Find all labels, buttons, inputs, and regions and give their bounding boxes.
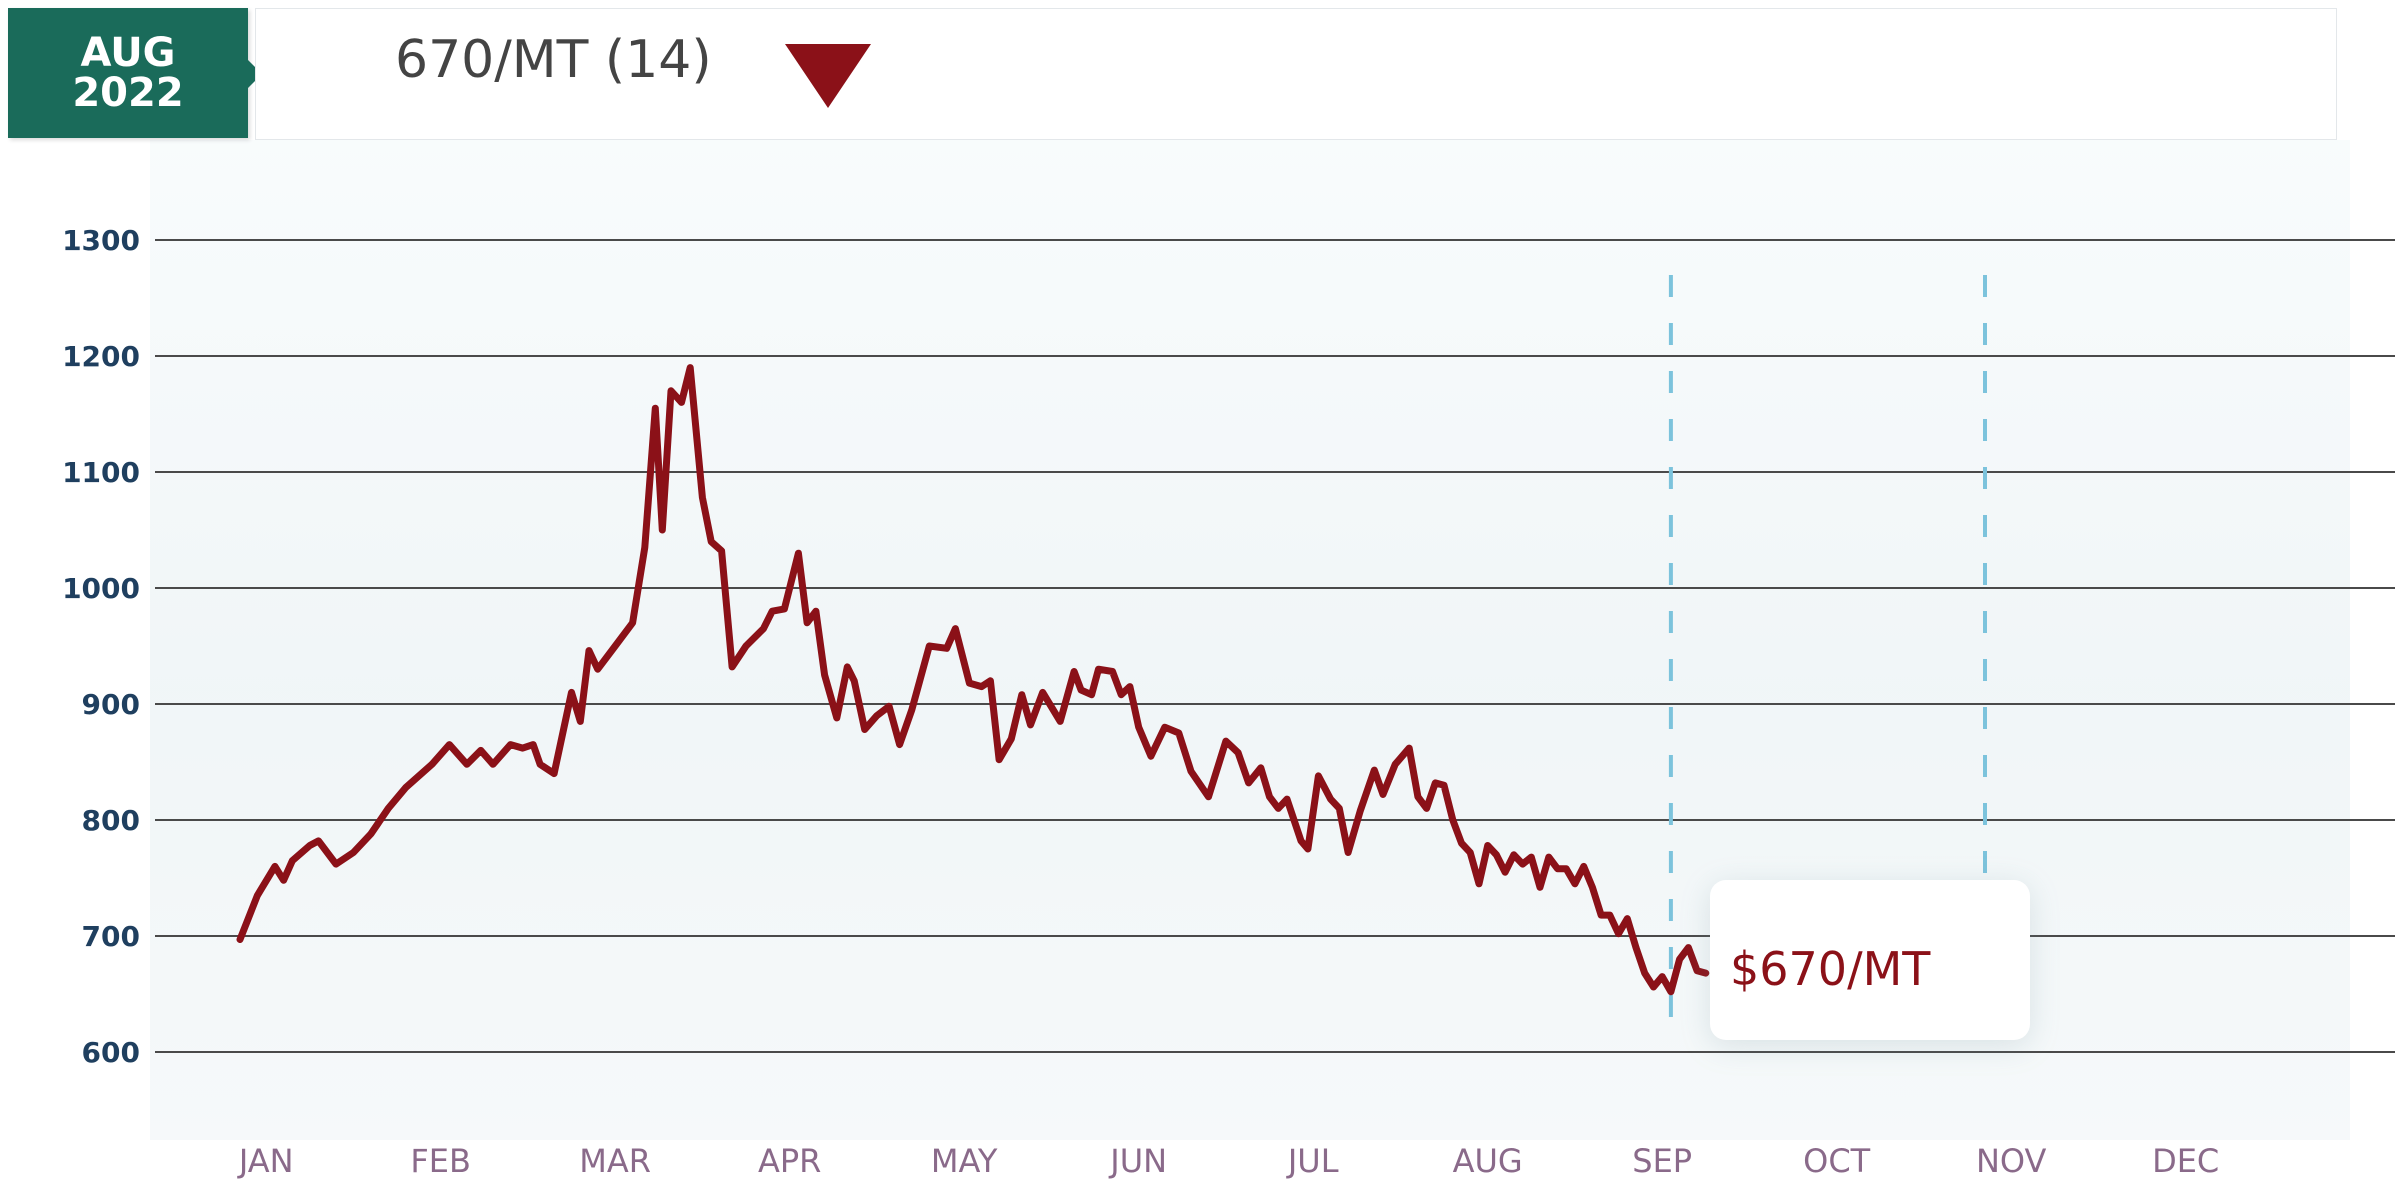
x-tick-label: MAR [579,1142,651,1180]
x-tick-label: DEC [2152,1142,2219,1180]
date-badge: AUG 2022 [8,8,262,138]
x-tick-label: NOV [1976,1142,2047,1180]
x-tick-label: JAN [237,1142,294,1180]
y-tick-label: 900 [82,688,140,721]
down-triangle-icon [785,44,871,108]
x-tick-label: AUG [1453,1142,1523,1180]
series-layer [236,364,1710,996]
x-axis-ticks: JAN FEB MAR APR MAY JUN JUL AUG SEP OCT NOV DEC [237,1142,2219,1180]
y-tick-label: 1300 [62,224,140,257]
header-bar [255,8,2337,140]
y-axis-ticks: 1300 1200 1100 1000 900 800 700 600 [62,224,140,1069]
x-tick-label: OCT [1803,1142,1871,1180]
x-tick-label: APR [758,1142,821,1180]
y-tick-label: 1200 [62,340,140,373]
y-tick-label: 1000 [62,572,140,605]
badge-year: 2022 [72,70,184,116]
x-tick-label: JUL [1286,1142,1339,1180]
price-callout [1710,880,2030,1040]
badge-month: AUG [80,30,176,76]
grid-lines [155,239,2395,1053]
y-tick-label: 600 [82,1036,140,1069]
header-price-value: 670/MT (14) [395,30,712,90]
x-tick-label: MAY [931,1142,998,1180]
y-tick-label: 700 [82,920,140,953]
x-tick-label: SEP [1632,1142,1692,1180]
price-series-line [236,364,1710,996]
x-tick-label: JUN [1108,1142,1167,1180]
y-tick-label: 800 [82,804,140,837]
price-callout-label: $670/MT [1730,942,1931,996]
x-tick-label: FEB [410,1142,471,1180]
y-tick-label: 1100 [62,456,140,489]
